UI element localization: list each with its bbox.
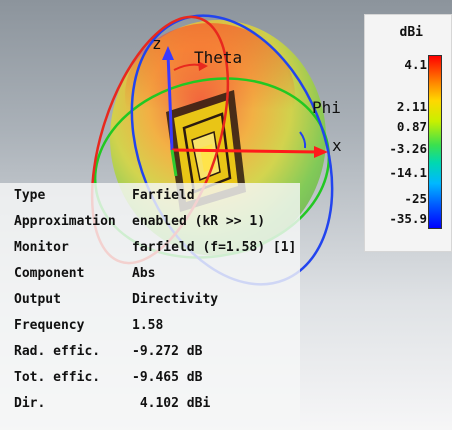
axis-theta-label: Theta: [194, 48, 243, 67]
info-key: Output: [14, 292, 61, 307]
phi-arc: [299, 131, 307, 149]
info-key: Frequency: [14, 318, 85, 333]
info-key: Dir.: [14, 396, 46, 411]
info-value: Abs: [132, 266, 156, 281]
info-row-component: Component Abs: [0, 263, 300, 288]
info-key: Type: [14, 188, 46, 203]
info-value: 4.102 dBi: [132, 396, 211, 411]
axis-x-line: [171, 148, 319, 154]
colorbar: [428, 55, 442, 229]
info-value: farfield (f=1.58) [1]: [132, 240, 297, 255]
info-key: Approximation: [14, 214, 116, 229]
info-row-rad-effic: Rad. effic. -9.272 dB: [0, 341, 300, 366]
info-value: -9.465 dB: [132, 370, 203, 385]
info-row-frequency: Frequency 1.58: [0, 315, 300, 340]
legend-tick-max: 4.1: [404, 57, 427, 72]
info-row-monitor: Monitor farfield (f=1.58) [1]: [0, 237, 300, 262]
legend-tick-6: -25: [404, 191, 427, 206]
info-key: Tot. effic.: [14, 370, 101, 385]
color-legend: dBi 4.1 2.11 0.87 -3.26 -14.1 -25 -35.9: [364, 14, 452, 252]
info-row-dir: Dir. 4.102 dBi: [0, 393, 300, 418]
legend-tick-2: 2.11: [396, 99, 427, 114]
axis-z-label: z: [152, 34, 162, 53]
axis-z-line: [166, 53, 174, 151]
legend-tick-4: -3.26: [389, 141, 427, 156]
theta-arrow: [198, 61, 208, 71]
legend-tick-5: -14.1: [389, 165, 427, 180]
info-value: -9.272 dB: [132, 344, 203, 359]
legend-tick-3: 0.87: [396, 119, 427, 134]
axis-x-arrow: [314, 146, 328, 158]
info-row-tot-effic: Tot. effic. -9.465 dB: [0, 367, 300, 392]
info-value: Farfield: [132, 188, 195, 203]
axis-x-label: x: [332, 136, 342, 155]
axis-phi-label: Phi: [312, 98, 341, 117]
info-value: 1.58: [132, 318, 164, 333]
farfield-info-panel: Type Farfield Approximation enabled (kR …: [0, 183, 300, 430]
axis-y-line: [170, 149, 178, 177]
info-value: enabled (kR >> 1): [132, 214, 266, 229]
info-row-type: Type Farfield: [0, 185, 300, 210]
info-row-approximation: Approximation enabled (kR >> 1): [0, 211, 300, 236]
info-row-output: Output Directivity: [0, 289, 300, 314]
axis-z-arrow: [162, 46, 174, 60]
legend-tick-min: -35.9: [389, 211, 427, 226]
info-key: Monitor: [14, 240, 69, 255]
info-key: Component: [14, 266, 85, 281]
info-value: Directivity: [132, 292, 219, 307]
info-key: Rad. effic.: [14, 344, 101, 359]
legend-unit: dBi: [399, 25, 423, 40]
